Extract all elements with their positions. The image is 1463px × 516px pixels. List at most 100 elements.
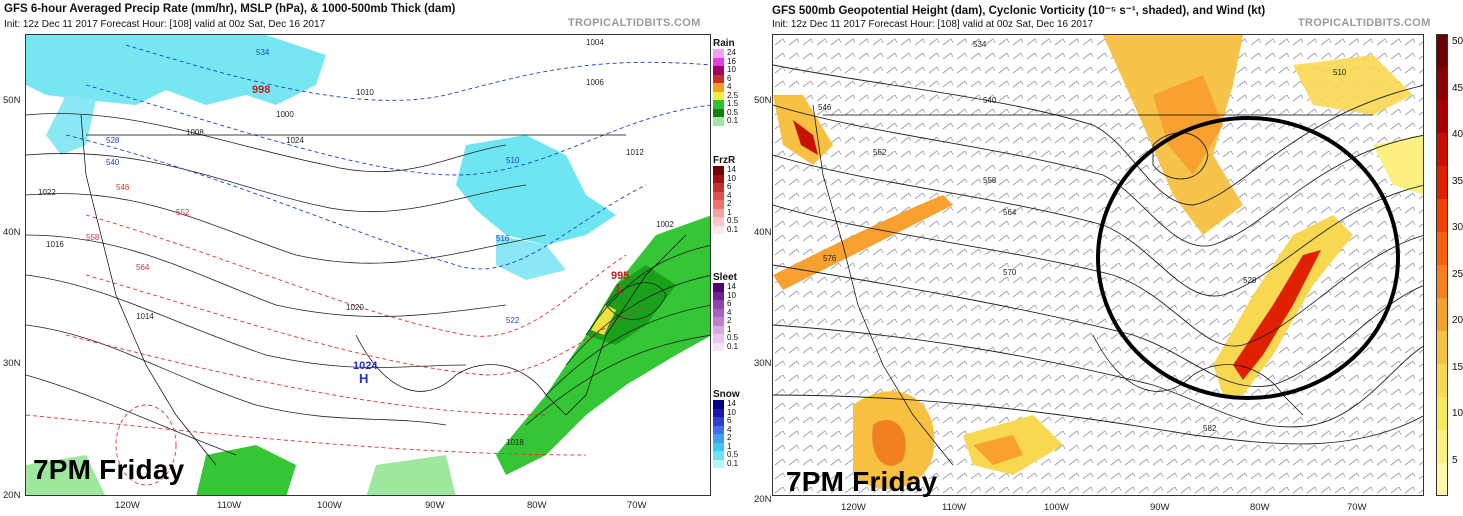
low-pressure-symbol-2: L [616, 281, 624, 296]
legend-row: 10 [713, 291, 738, 300]
legend-value: 2 [727, 433, 732, 442]
legend-value: 0.1 [727, 341, 739, 351]
legend-sleet: Sleet 14 10 6 4 2 1 0.5 0.1 [713, 272, 738, 351]
legend-row: 6 [713, 416, 740, 426]
right-lon-label-110w: 110W [942, 502, 967, 513]
legend-row: 10 [713, 173, 738, 183]
legend-value: 0.1 [727, 116, 739, 125]
lat-label-50n: 50N [3, 95, 21, 106]
snow-area-north [26, 35, 326, 105]
right-lon-label-120w: 120W [841, 502, 866, 513]
vorticity-colorbar: 50 45 40 35 30 25 20 15 10 5 [1436, 34, 1463, 496]
lon-label-70w: 70W [627, 500, 647, 511]
legend-row: 0.1 [713, 458, 740, 468]
snow-area-ohio [496, 235, 566, 280]
legend-row: 24 [713, 48, 738, 58]
colorbar-swatch [1436, 397, 1448, 430]
svg-text:576: 576 [823, 254, 837, 263]
colorbar-swatch [1436, 298, 1448, 331]
legend-snow: Snow 14 10 6 4 2 1 0.5 0.1 [713, 389, 740, 468]
legend-row: 2 [713, 433, 740, 443]
legend-row: 10 [713, 65, 738, 75]
legend-row: 0.5 [713, 333, 738, 343]
legend-value: 6 [727, 182, 732, 191]
legend-swatch [713, 300, 724, 309]
legend-row: 14 [713, 399, 740, 409]
legend-title: Rain [713, 38, 735, 49]
svg-text:534: 534 [256, 48, 270, 57]
legend-title: FrzR [713, 155, 736, 166]
legend-row: 14 [713, 165, 738, 175]
left-map: 998 995 L 1024 H 1004 1006 1008 1010 101… [25, 34, 711, 496]
svg-text:546: 546 [818, 103, 832, 112]
colorbar-swatch [1436, 34, 1448, 67]
svg-text:552: 552 [873, 148, 887, 157]
colorbar-tick-label: 15 [1452, 361, 1463, 373]
vorticity-quebec [1293, 55, 1413, 115]
legend-value: 6 [727, 416, 732, 425]
colorbar-swatch [1436, 199, 1448, 232]
svg-text:1008: 1008 [186, 128, 204, 137]
vorticity-mexico-core [973, 435, 1023, 465]
legend-value: 0.5 [727, 450, 739, 459]
legend-swatch [713, 57, 724, 66]
legend-swatch [713, 66, 724, 75]
thickness-value-labels: 528 534 540 546 552 558 564 510 516 522 [86, 48, 520, 325]
right-map-svg: 534 540 546 552 558 564 570 576 582 510 … [773, 35, 1423, 495]
legend-value: 1.5 [727, 99, 739, 108]
right-lat-label-30n: 30N [754, 358, 772, 369]
legend-title: Snow [713, 389, 740, 400]
left-map-svg: 998 995 L 1024 H 1004 1006 1008 1010 101… [26, 35, 710, 495]
colorbar-tick-label: 25 [1452, 268, 1463, 280]
legend-swatch [713, 117, 724, 126]
colorbar-border [1436, 34, 1448, 496]
legend-value: 6 [727, 73, 732, 83]
legend-row: 10 [713, 408, 740, 417]
legend-row: 0.5 [713, 216, 738, 226]
svg-text:510: 510 [1333, 68, 1347, 77]
svg-text:1020: 1020 [346, 303, 364, 312]
snow-area-lakes [456, 135, 616, 245]
legend-swatch [713, 108, 724, 117]
legend-swatch [713, 100, 724, 109]
legend-swatch [713, 308, 724, 317]
legend-value: 10 [727, 173, 736, 183]
right-coastlines [812, 104, 1373, 466]
left-panel-title: GFS 6-hour Averaged Precip Rate (mm/hr),… [4, 3, 456, 15]
svg-text:552: 552 [176, 208, 190, 217]
svg-text:540: 540 [106, 158, 120, 167]
left-panel-subtitle: Init: 12z Dec 11 2017 Forecast Hour: [10… [4, 19, 326, 30]
legend-swatch [713, 459, 724, 468]
legend-swatch [713, 417, 724, 426]
legend-value: 4 [727, 190, 732, 200]
legend-swatch [713, 400, 724, 409]
legend-swatch [713, 283, 724, 292]
snow-area-northwest [46, 95, 96, 155]
colorbar-tick-label: 10 [1452, 408, 1463, 419]
legend-value: 1 [727, 324, 732, 334]
coastlines [80, 114, 687, 466]
svg-text:1002: 1002 [656, 220, 674, 229]
legend-swatch [713, 451, 724, 460]
lon-label-90w: 90W [425, 500, 445, 511]
right-panel-title: GFS 500mb Geopotential Height (dam), Cyc… [772, 5, 1266, 17]
colorbar-swatch [1436, 133, 1448, 166]
isobars [26, 113, 710, 456]
legend-value: 10 [727, 65, 736, 74]
svg-text:1012: 1012 [626, 148, 644, 157]
legend-value: 0.1 [727, 458, 739, 468]
svg-text:558: 558 [86, 233, 100, 242]
colorbar-swatch [1436, 100, 1448, 133]
svg-text:564: 564 [1003, 208, 1017, 217]
legend-swatch [713, 191, 724, 200]
legend-row: 0.5 [713, 108, 738, 117]
legend-swatch [713, 166, 724, 175]
colorbar-swatch [1436, 166, 1448, 199]
legend-row: 6 [713, 299, 738, 309]
right-panel-500mb: GFS 500mb Geopotential Height (dam), Cyc… [754, 0, 1463, 516]
legend-swatch [713, 91, 724, 100]
svg-text:1000: 1000 [276, 110, 294, 119]
legend-title: Sleet [713, 272, 737, 283]
legend-value: 24 [727, 48, 736, 57]
legend-row: 4 [713, 425, 740, 434]
